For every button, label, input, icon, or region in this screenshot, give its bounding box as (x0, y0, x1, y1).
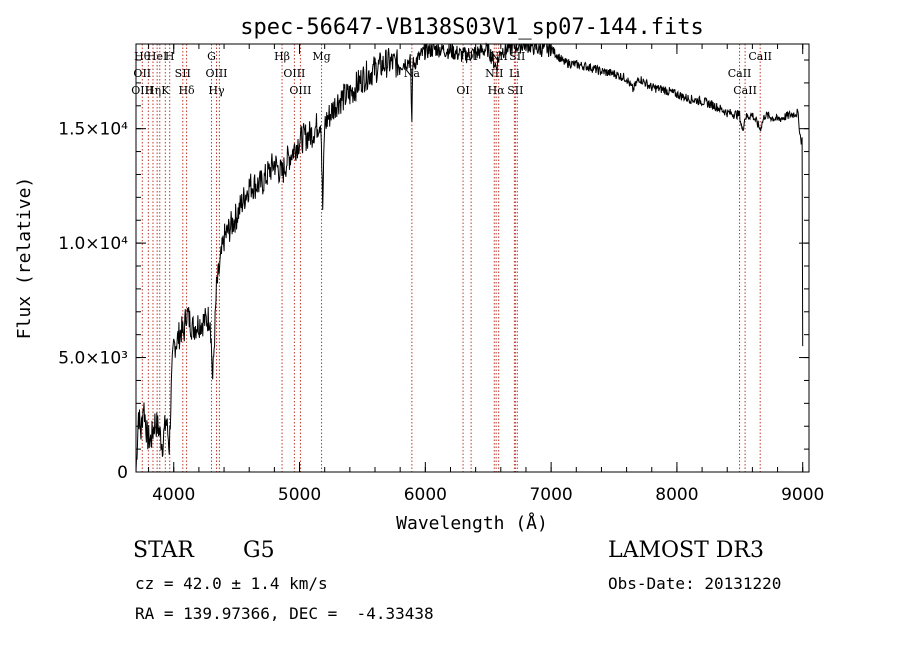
y-tick-label: 1.5×10⁴ (58, 120, 128, 140)
spectral-line-label: Hα (488, 84, 506, 97)
redshift-velocity: cz = 42.0 ± 1.4 km/s (135, 574, 328, 593)
survey-name: LAMOST DR3 (608, 538, 764, 563)
object-class: STAR (133, 538, 194, 563)
spectral-line-label: G (207, 50, 216, 63)
spectral-line-label: OIII (283, 67, 305, 80)
spectral-line-label: Hη (145, 84, 161, 97)
spectral-line-label: Hγ (208, 84, 225, 97)
x-tick-label: 4000 (152, 485, 195, 505)
spectral-line-label: OI (456, 84, 469, 97)
spectral-line-label: Hδ (178, 84, 195, 97)
coordinates: RA = 139.97366, DEC = -4.33438 (135, 604, 434, 623)
x-tick-label: 5000 (278, 485, 321, 505)
x-tick-label: 6000 (404, 485, 447, 505)
plot-frame (135, 43, 810, 473)
spectral-line-label: OIII (205, 67, 227, 80)
spectral-line-label: SII (507, 84, 523, 97)
spectral-line-label: H (165, 50, 175, 63)
spectral-line-label: OII (133, 67, 151, 80)
y-tick-label: 1.0×10⁴ (58, 234, 128, 254)
spectral-line-label: CaII (733, 84, 757, 97)
y-tick-label: 5.0×10³ (58, 349, 128, 369)
x-tick-label: 9000 (781, 485, 824, 505)
spectral-line-markers (141, 44, 761, 472)
object-subclass: G5 (243, 538, 275, 563)
x-axis-label: Wavelength (Å) (396, 512, 548, 534)
flux-series-line (135, 42, 804, 473)
spectral-line-label: OIII (131, 84, 153, 97)
spectral-line-label: HeI (147, 50, 167, 63)
chart-title: spec-56647-VB138S03V1_sp07-144.fits (240, 15, 704, 40)
spectral-line-label: SII (175, 67, 191, 80)
spectral-line-label: SII (509, 50, 525, 63)
observation-date: Obs-Date: 20131220 (608, 574, 782, 593)
spectral-line-label: Na (404, 67, 421, 80)
y-axis-ticks: 0 5.0×10³ 1.0×10⁴ 1.5×10⁴ (58, 59, 809, 483)
spectral-line-label: NII (485, 67, 503, 80)
spectral-line-label: K (161, 84, 170, 97)
spectral-line-label: CaII (748, 50, 772, 63)
y-tick-label: 0 (117, 463, 128, 483)
x-axis-ticks: 4000 5000 6000 7000 8000 9000 (148, 44, 824, 505)
spectral-line-label: OIII (289, 84, 311, 97)
x-tick-label: 7000 (529, 485, 572, 505)
x-tick-label: 8000 (655, 485, 698, 505)
spectral-line-label: Hβ (274, 50, 290, 63)
spectral-line-label: Li (509, 67, 520, 80)
spectral-line-label: CaII (728, 67, 752, 80)
spectral-line-label: Mg (312, 50, 330, 63)
y-axis-label: Flux (relative) (14, 177, 35, 340)
